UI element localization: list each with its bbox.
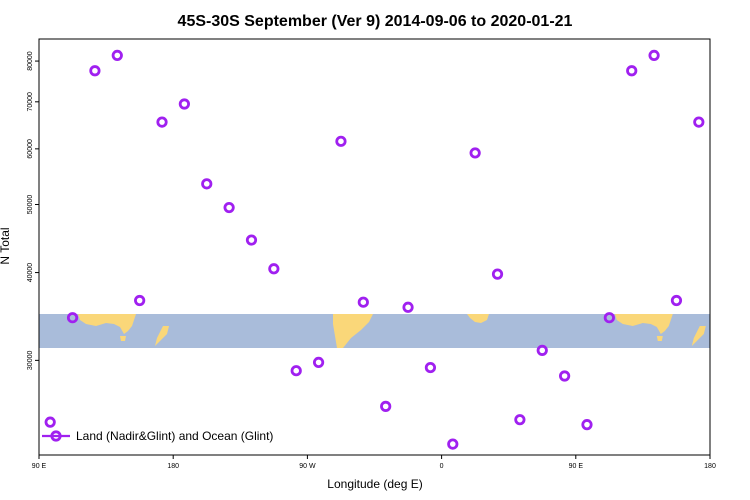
- legend-label: Land (Nadir&Glint) and Ocean (Glint): [76, 429, 273, 443]
- x-axis-label: Longitude (deg E): [327, 477, 422, 491]
- land-shape-1-0: [614, 314, 673, 334]
- data-point-0-4: [134, 294, 146, 307]
- data-point-0-17: [424, 361, 437, 374]
- data-point-0-27: [648, 49, 660, 61]
- x-tick-label-0: 90 E: [32, 463, 47, 470]
- data-point-0-2: [89, 65, 101, 77]
- land-shape-1-2: [691, 326, 706, 346]
- land-masses: [78, 314, 706, 348]
- data-point-0-16: [402, 301, 414, 313]
- x-tick-label-1: 180: [167, 463, 179, 470]
- ocean-band: [39, 314, 710, 348]
- data-point-0-1: [66, 312, 79, 324]
- x-tick-label-5: 180: [704, 463, 716, 470]
- data-point-0-21: [514, 414, 526, 426]
- data-point-0-8: [223, 201, 235, 214]
- data-point-0-22: [536, 344, 548, 356]
- y-tick-label-4: 70000: [27, 92, 34, 112]
- data-point-0-5: [156, 116, 168, 128]
- data-point-0-12: [312, 356, 325, 369]
- land-shape-1-1: [656, 336, 663, 341]
- data-point-0-11: [290, 365, 302, 377]
- legend-marker: [50, 430, 62, 442]
- land-shape-0-1: [120, 336, 126, 341]
- data-point-0-3: [111, 49, 123, 61]
- data-point-0-19: [469, 147, 481, 159]
- y-tick-label-1: 40000: [27, 263, 34, 283]
- x-tick-label-4: 90 E: [569, 463, 584, 470]
- chart-title: 45S-30S September (Ver 9) 2014-09-06 to …: [178, 13, 573, 30]
- data-point-0-18: [447, 438, 459, 450]
- y-tick-label-5: 80000: [27, 51, 34, 71]
- data-point-0-25: [603, 312, 615, 324]
- legend: Land (Nadir&Glint) and Ocean (Glint): [42, 429, 273, 443]
- y-tick-label-3: 60000: [27, 139, 34, 159]
- data-point-0-10: [268, 263, 280, 275]
- data-point-0-20: [491, 268, 504, 280]
- y-tick-label-2: 50000: [27, 195, 34, 215]
- y-axis-ticks: 30000 40000 50000 60000 70000 80000: [27, 51, 39, 370]
- data-point-0-26: [626, 65, 638, 77]
- data-point-0-7: [201, 178, 213, 190]
- land-shape-0-3: [333, 314, 373, 348]
- data-points: [44, 49, 705, 450]
- x-axis-ticks: 90 E 180 90 W 0 90 E 180: [32, 455, 716, 470]
- data-point-0-14: [357, 296, 369, 308]
- data-point-0-24: [581, 419, 593, 431]
- data-point-0-13: [335, 135, 347, 147]
- land-shape-0-2: [155, 326, 169, 346]
- x-tick-label-2: 90 W: [299, 463, 316, 470]
- y-axis-label: N Total: [0, 227, 12, 264]
- data-point-0-6: [178, 98, 190, 110]
- data-point-0-0: [44, 416, 56, 428]
- x-tick-label-3: 0: [440, 463, 444, 470]
- land-shape-0-4: [467, 314, 489, 323]
- y-tick-label-0: 30000: [27, 351, 34, 371]
- background-map: [39, 314, 710, 348]
- plot-frame: [38, 38, 711, 456]
- data-point-0-28: [670, 294, 683, 307]
- data-point-0-23: [559, 370, 571, 382]
- data-point-0-29: [693, 116, 705, 128]
- land-shape-0-0: [78, 314, 136, 334]
- data-point-0-15: [380, 400, 392, 412]
- data-point-0-9: [245, 234, 258, 246]
